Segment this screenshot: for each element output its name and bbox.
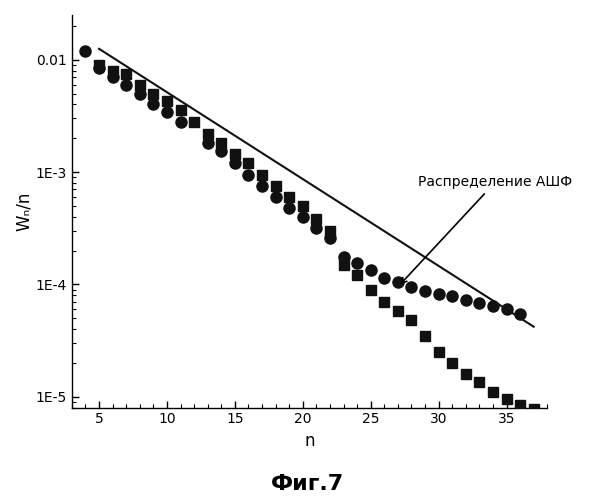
Text: Фиг.7: Фиг.7 <box>271 474 345 494</box>
Text: Распределение АШФ: Распределение АШФ <box>401 175 572 284</box>
Y-axis label: Wₙ/n: Wₙ/n <box>15 192 33 231</box>
X-axis label: n: n <box>304 432 315 450</box>
